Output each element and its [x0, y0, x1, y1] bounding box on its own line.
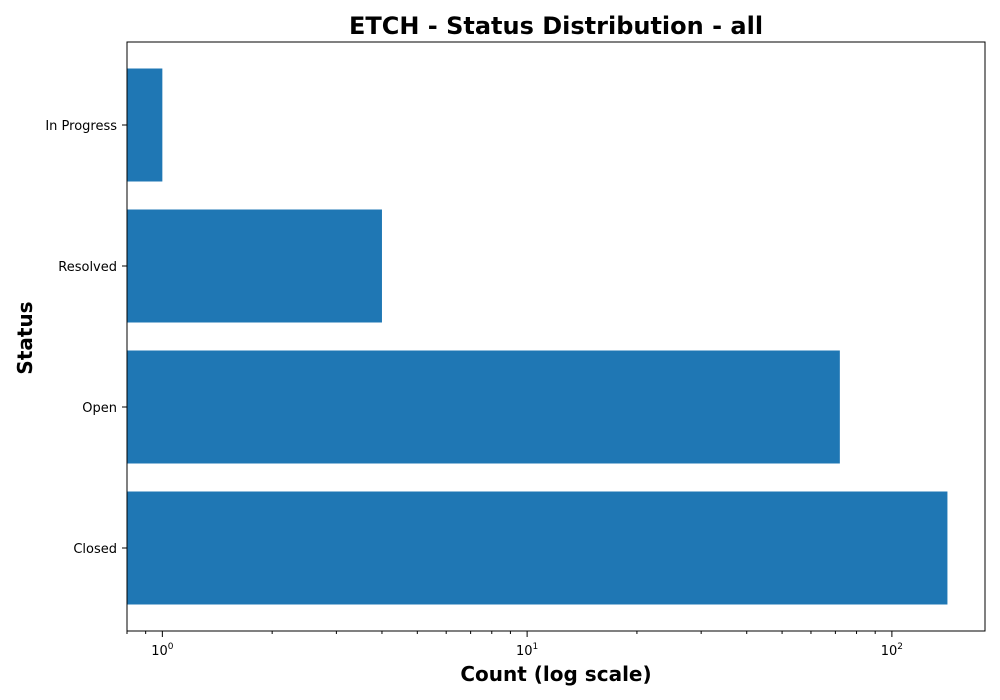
x-axis-label: Count (log scale) [460, 662, 651, 686]
x-tick-label: 101 [516, 642, 538, 659]
bar-closed [127, 491, 948, 605]
x-tick-label: 100 [151, 642, 174, 659]
y-axis-label: Status [13, 301, 37, 374]
bars-layer [127, 68, 948, 605]
chart-title: ETCH - Status Distribution - all [349, 12, 763, 40]
bar-resolved [127, 209, 382, 323]
y-axis-ticks: Closed Open Resolved In Progress [45, 119, 127, 557]
y-tick-label: Resolved [58, 260, 117, 275]
y-tick-label: In Progress [45, 119, 117, 134]
bar-in-progress [127, 68, 163, 182]
x-tick-label: 102 [881, 642, 903, 659]
y-tick-label: Open [82, 401, 117, 416]
bar-open [127, 350, 840, 464]
x-axis-ticks: 100 101 102 [126, 631, 903, 659]
y-tick-label: Closed [73, 542, 117, 557]
plot-frame [126, 41, 986, 632]
